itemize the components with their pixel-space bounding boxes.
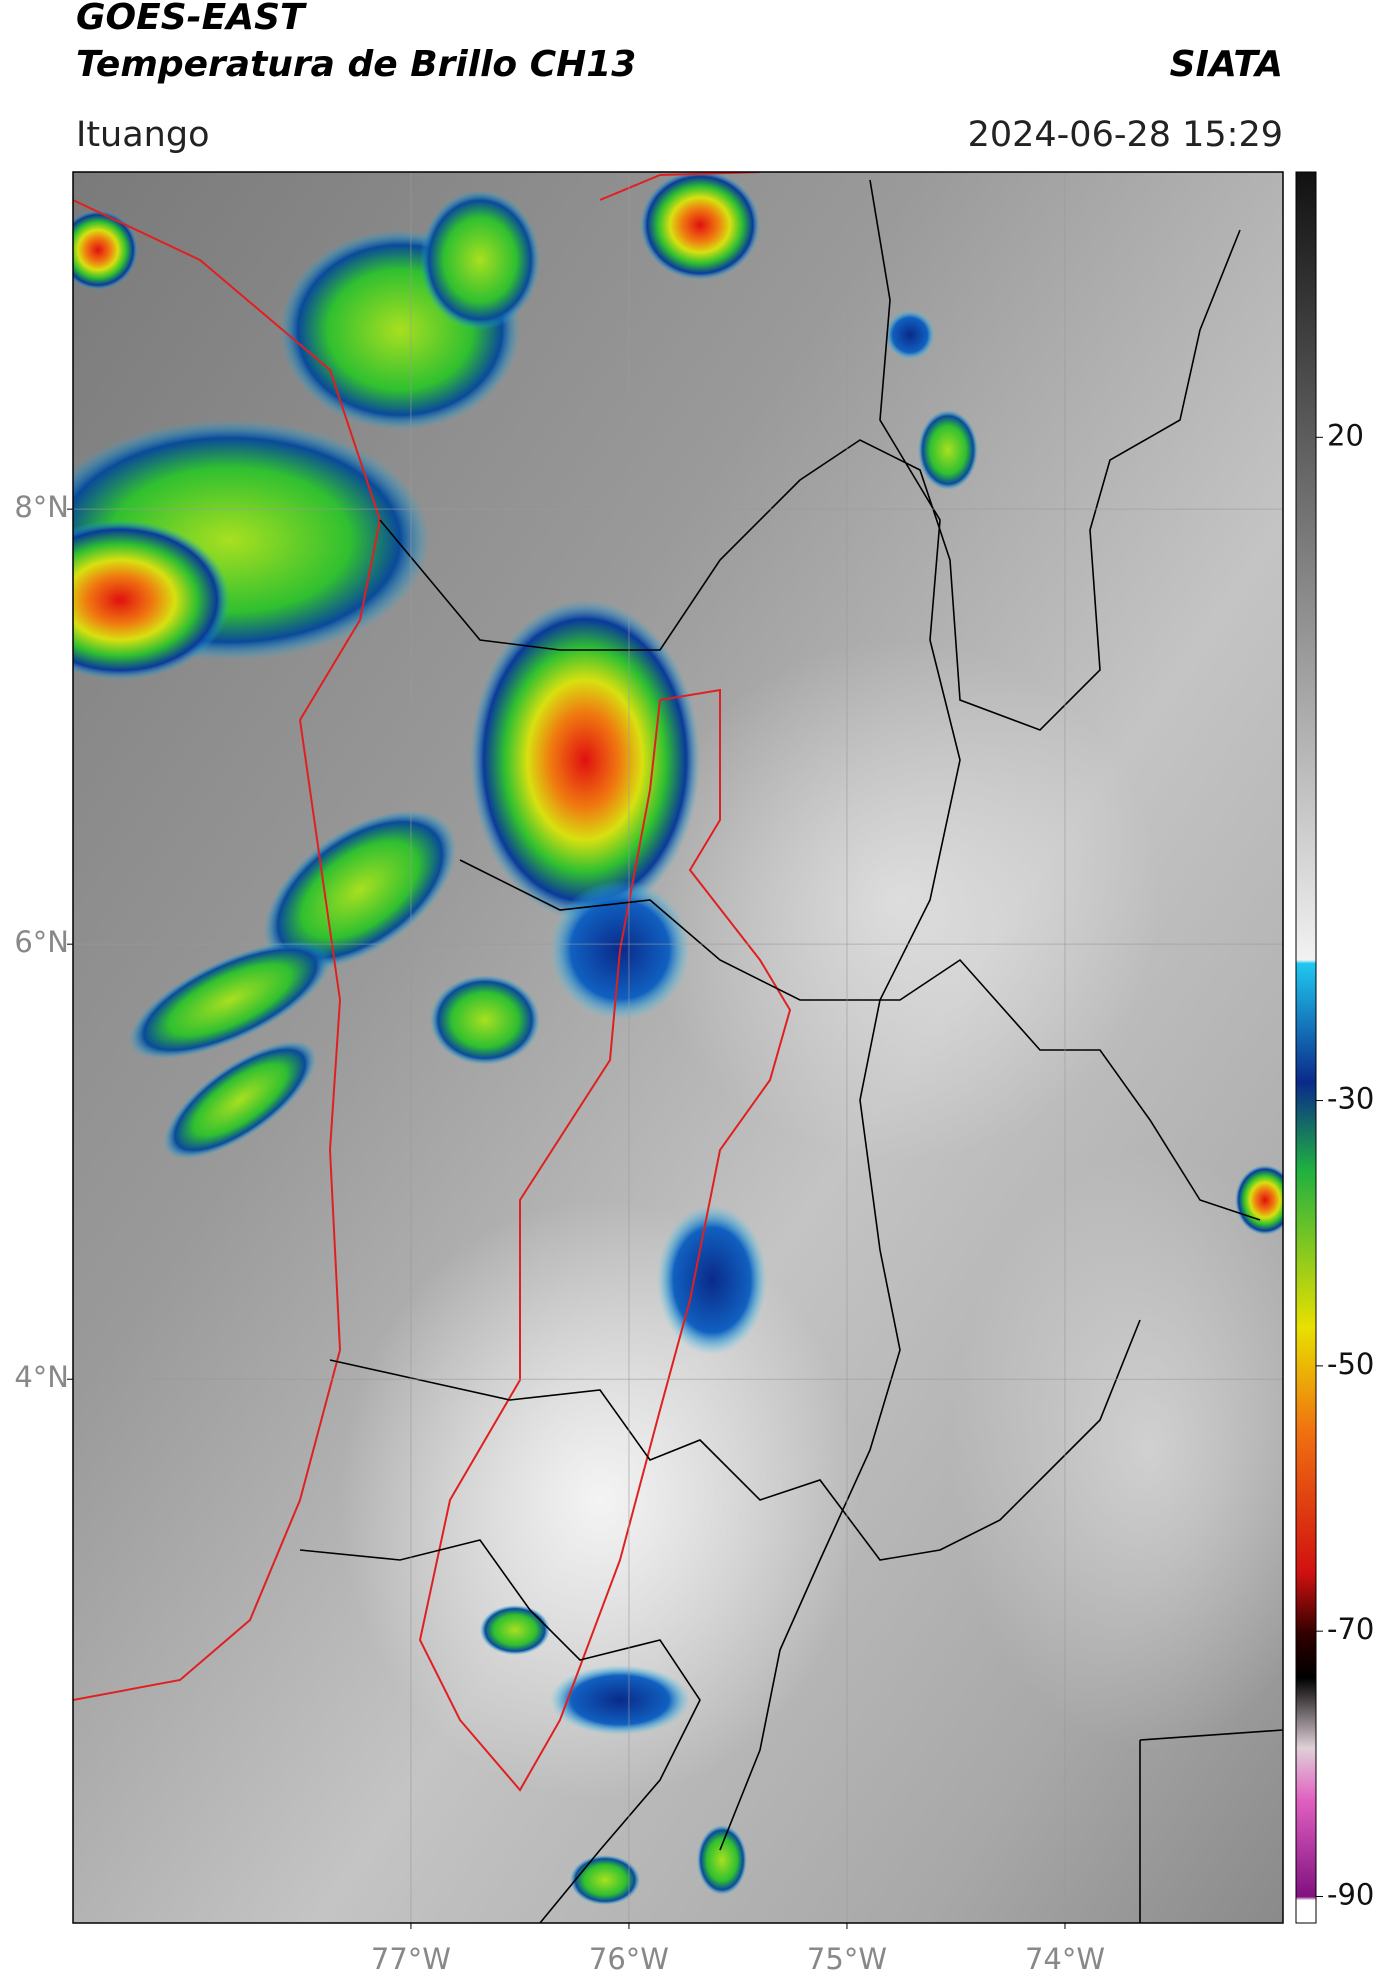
location: Ituango bbox=[76, 115, 210, 155]
colorbar-tick-label: -90 bbox=[1327, 1877, 1374, 1911]
y-tick-label: 6°N bbox=[14, 925, 69, 959]
colorbar-tick-label: -30 bbox=[1327, 1082, 1374, 1116]
satellite-image bbox=[73, 172, 1283, 1923]
datetime: 2024-06-28 15:29 bbox=[968, 115, 1283, 155]
y-tick-label: 4°N bbox=[14, 1360, 69, 1394]
colorbar-tick-label: -50 bbox=[1327, 1347, 1374, 1381]
title: GOES-EAST bbox=[76, 0, 307, 38]
source: SIATA bbox=[1170, 44, 1283, 85]
colorbar-tick-label: -70 bbox=[1327, 1612, 1374, 1646]
subtitle: Temperatura de Brillo CH13 bbox=[76, 44, 636, 85]
x-tick-label: 75°W bbox=[807, 1942, 887, 1976]
x-tick-label: 77°W bbox=[371, 1942, 451, 1976]
colorbar-tick-label: 20 bbox=[1327, 418, 1364, 452]
x-tick-label: 74°W bbox=[1025, 1942, 1105, 1976]
y-tick-label: 8°N bbox=[14, 490, 69, 524]
colorbar bbox=[1295, 171, 1317, 1924]
graticule bbox=[73, 172, 1283, 1923]
map-frame bbox=[72, 171, 1284, 1924]
x-tick-label: 76°W bbox=[589, 1942, 669, 1976]
